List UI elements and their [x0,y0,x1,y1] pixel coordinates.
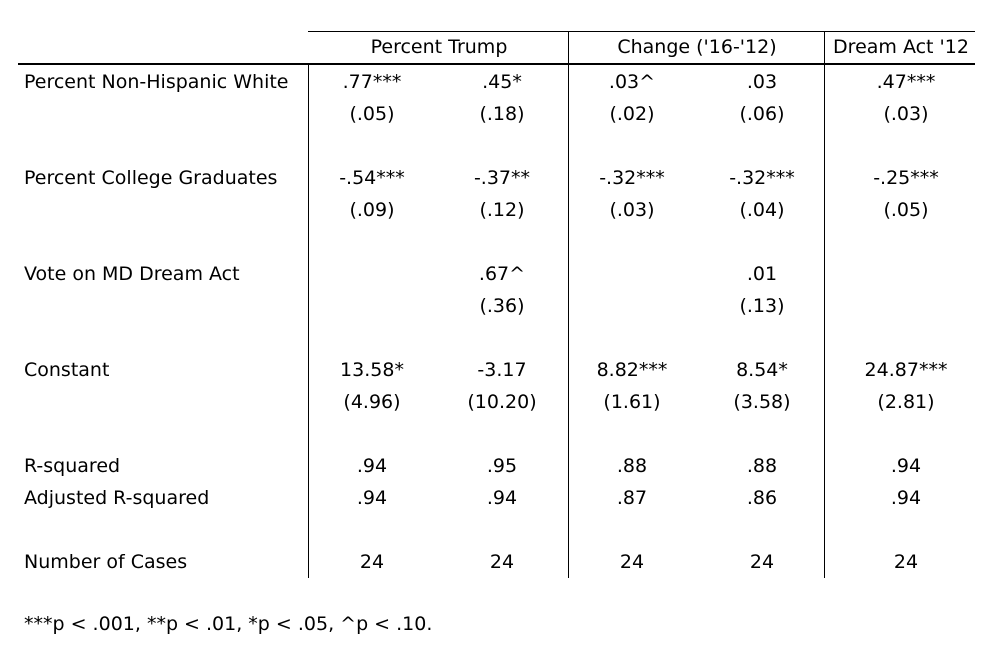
fit-value-cell: .95 [486,455,518,477]
group-header-change: Change ('16-'12) [617,36,777,58]
coefficient-cell: -.32*** [599,167,665,189]
fit-value-cell: .94 [890,455,922,477]
coefficient-cell: -.25*** [873,167,939,189]
significance-footnote: ***p < .001, **p < .01, *p < .05, ^p < .… [24,613,433,635]
coefficient-cell: 24.87*** [864,359,948,381]
std-error-cell: (.12) [479,199,525,221]
std-error-cell: (4.96) [343,391,401,413]
std-error-cell: (.04) [739,199,785,221]
std-error-cell: (3.58) [733,391,791,413]
column-divider-2 [568,31,569,578]
row-label: Vote on MD Dream Act [24,263,240,285]
coefficient-cell: .47*** [876,71,936,93]
row-label: Percent Non-Hispanic White [24,71,289,93]
fit-value-cell: .94 [890,487,922,509]
fit-value-cell: .94 [356,487,388,509]
fit-label: Adjusted R-squared [24,487,210,509]
std-error-cell: (10.20) [467,391,537,413]
fit-value-cell: 24 [359,551,385,573]
std-error-cell: (.13) [739,295,785,317]
fit-value-cell: .87 [616,487,648,509]
row-label: Constant [24,359,110,381]
coefficient-cell: 13.58* [340,359,404,381]
coefficient-cell: .01 [746,263,778,285]
fit-value-cell: .94 [356,455,388,477]
coefficient-cell: 8.54* [736,359,788,381]
std-error-cell: (2.81) [877,391,935,413]
coefficient-cell: -.37** [473,167,531,189]
fit-value-cell: 24 [489,551,515,573]
fit-label: Number of Cases [24,551,188,573]
row-label: Percent College Graduates [24,167,278,189]
std-error-cell: (.02) [609,103,655,125]
coefficient-cell: -3.17 [477,359,527,381]
fit-value-cell: 24 [749,551,775,573]
header-rule [18,63,975,65]
group-header-percent-trump: Percent Trump [370,36,508,58]
coefficient-cell: .03^ [608,71,656,93]
top-rule [308,31,975,32]
coefficient-cell: .03 [746,71,778,93]
coefficient-cell: -.32*** [729,167,795,189]
column-divider-1 [308,64,309,578]
std-error-cell: (.09) [349,199,395,221]
coefficient-cell: .45* [482,71,522,93]
coefficient-cell: 8.82*** [596,359,668,381]
fit-value-cell: .88 [746,455,778,477]
fit-label: R-squared [24,455,121,477]
std-error-cell: (.36) [479,295,525,317]
std-error-cell: (.05) [349,103,395,125]
column-divider-3 [824,31,825,578]
std-error-cell: (.18) [479,103,525,125]
std-error-cell: (.03) [609,199,655,221]
fit-value-cell: 24 [893,551,919,573]
std-error-cell: (.03) [883,103,929,125]
fit-value-cell: .86 [746,487,778,509]
std-error-cell: (.05) [883,199,929,221]
fit-value-cell: .88 [616,455,648,477]
group-header-dream-act: Dream Act '12 [833,36,969,58]
fit-value-cell: .94 [486,487,518,509]
coefficient-cell: -.54*** [339,167,405,189]
std-error-cell: (1.61) [603,391,661,413]
std-error-cell: (.06) [739,103,785,125]
coefficient-cell: .67^ [478,263,526,285]
fit-value-cell: 24 [619,551,645,573]
coefficient-cell: .77*** [342,71,402,93]
